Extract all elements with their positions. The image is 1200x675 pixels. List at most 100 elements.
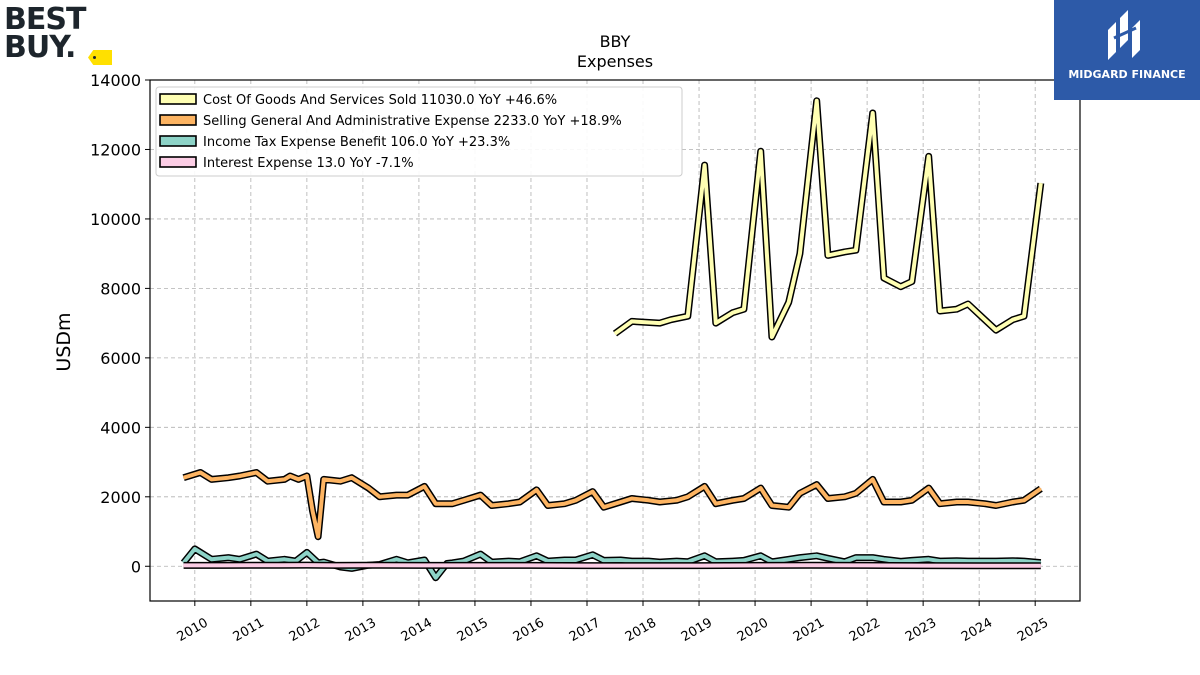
- data-point: [379, 496, 381, 498]
- data-point: [648, 499, 650, 501]
- data-point: [900, 560, 902, 563]
- x-tick-label: 2015: [455, 615, 491, 645]
- data-point: [687, 315, 689, 317]
- y-tick-label: 6000: [100, 349, 141, 368]
- data-point: [855, 557, 857, 559]
- series-lines: [180, 97, 1045, 582]
- legend-swatch-2: [159, 135, 197, 147]
- data-point: [771, 336, 773, 338]
- data-point: [631, 497, 633, 500]
- data-point: [351, 477, 353, 479]
- data-point: [1040, 565, 1042, 567]
- data-point: [323, 478, 325, 480]
- y-axis-label: USDm: [53, 312, 75, 371]
- data-point: [855, 249, 857, 251]
- data-point: [508, 560, 510, 562]
- data-point: [1012, 319, 1014, 321]
- x-tick-label: 2023: [903, 615, 939, 645]
- data-point: [339, 480, 342, 482]
- data-point: [883, 558, 885, 560]
- data-point: [900, 501, 902, 503]
- x-tick-label: 2016: [511, 615, 547, 645]
- data-point: [1023, 499, 1025, 501]
- data-point: [211, 558, 213, 560]
- data-point: [519, 501, 521, 503]
- data-point: [984, 503, 986, 505]
- data-point: [659, 501, 661, 503]
- x-tick-label: 2018: [623, 615, 659, 645]
- legend-label-0: Cost Of Goods And Services Sold 11030.0 …: [203, 93, 557, 108]
- data-point: [603, 506, 605, 508]
- best-buy-logo: BEST BUY.: [4, 4, 114, 68]
- data-point: [732, 312, 734, 314]
- data-point: [1012, 560, 1014, 562]
- data-point: [967, 303, 969, 305]
- data-point: [183, 564, 185, 567]
- data-point: [704, 485, 706, 487]
- data-point: [283, 558, 286, 560]
- data-point: [211, 478, 213, 480]
- data-point: [928, 558, 930, 560]
- x-tick-label: 2013: [343, 615, 379, 645]
- data-point: [278, 564, 280, 566]
- data-point: [900, 286, 902, 288]
- data-point: [289, 475, 291, 477]
- y-tick-labels: 0 2000 4000 6000 8000 10000 12000 14000: [90, 71, 150, 576]
- data-point: [530, 564, 532, 567]
- data-point: [956, 560, 958, 562]
- data-point: [642, 565, 644, 567]
- data-point: [255, 553, 257, 555]
- data-point: [362, 564, 364, 566]
- data-point: [435, 503, 437, 505]
- data-point: [267, 480, 269, 482]
- x-tick-label: 2022: [847, 615, 883, 645]
- data-point: [743, 497, 745, 500]
- y-tick-label: 4000: [100, 418, 141, 437]
- data-point: [676, 499, 678, 501]
- data-point: [788, 506, 790, 508]
- legend-label-1: Selling General And Administrative Expen…: [203, 114, 622, 129]
- data-point: [799, 253, 801, 255]
- data-point: [967, 560, 969, 562]
- data-point: [844, 251, 846, 253]
- series-line-1: [183, 470, 1042, 539]
- data-point: [872, 557, 874, 559]
- data-point: [922, 565, 924, 567]
- data-point: [816, 484, 818, 486]
- midgard-finance-logo: MIDGARD FINANCE: [1054, 0, 1200, 100]
- data-point: [395, 494, 398, 496]
- legend-swatch-0: [159, 93, 197, 105]
- data-point: [799, 557, 801, 559]
- series-line-3: [183, 563, 1041, 568]
- x-tick-label: 2024: [959, 615, 995, 645]
- data-point: [754, 564, 756, 567]
- price-tag-icon: [88, 50, 112, 65]
- data-point: [463, 560, 465, 562]
- data-point: [995, 329, 997, 331]
- data-point: [810, 564, 812, 566]
- data-point: [743, 559, 745, 562]
- data-point: [771, 504, 773, 507]
- data-point: [283, 478, 286, 480]
- data-point: [586, 565, 588, 567]
- data-point: [295, 560, 297, 562]
- data-point: [620, 559, 622, 561]
- y-tick-label: 12000: [90, 140, 141, 159]
- data-point: [423, 485, 426, 487]
- data-point: [317, 536, 319, 538]
- data-point: [732, 499, 734, 501]
- data-point: [978, 565, 980, 567]
- midgard-mark-icon: [1108, 10, 1140, 60]
- data-point: [395, 558, 398, 560]
- y-tick-label: 2000: [100, 488, 141, 507]
- series-line-0: [613, 98, 1043, 339]
- data-point: [743, 308, 745, 310]
- data-point: [939, 503, 941, 505]
- data-point: [474, 564, 476, 567]
- data-point: [222, 564, 224, 567]
- data-point: [239, 475, 241, 477]
- data-point: [227, 477, 229, 479]
- data-point: [631, 320, 633, 322]
- data-point: [939, 560, 941, 562]
